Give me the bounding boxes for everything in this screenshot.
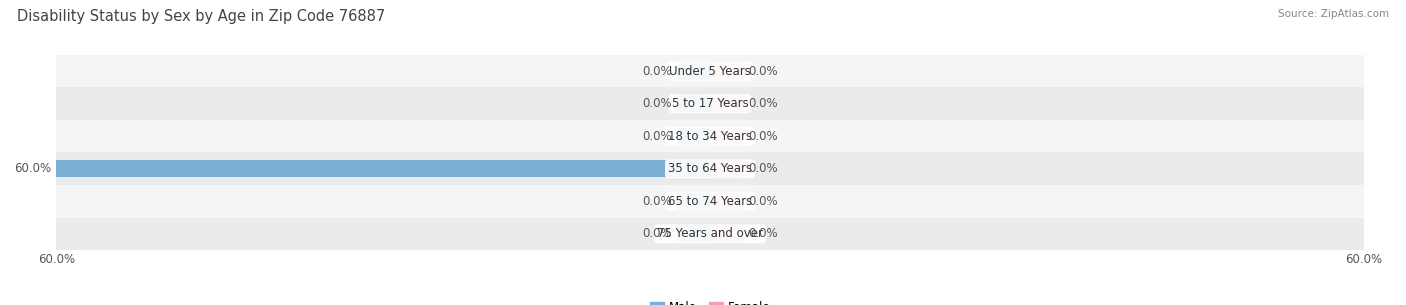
Text: 5 to 17 Years: 5 to 17 Years [672, 97, 748, 110]
Bar [56, 185, 1364, 217]
Bar [56, 152, 1364, 185]
Text: 75 Years and over: 75 Years and over [657, 227, 763, 240]
Text: 35 to 64 Years: 35 to 64 Years [668, 162, 752, 175]
Text: 0.0%: 0.0% [643, 227, 672, 240]
Bar [678, 63, 710, 80]
Bar [710, 63, 742, 80]
Bar [678, 193, 710, 210]
Text: Under 5 Years: Under 5 Years [669, 65, 751, 78]
Text: 0.0%: 0.0% [643, 65, 672, 78]
Bar [56, 55, 1364, 88]
Bar [678, 95, 710, 112]
Text: 0.0%: 0.0% [748, 130, 778, 143]
Text: Disability Status by Sex by Age in Zip Code 76887: Disability Status by Sex by Age in Zip C… [17, 9, 385, 24]
Text: 0.0%: 0.0% [643, 130, 672, 143]
Bar [678, 128, 710, 145]
Text: 0.0%: 0.0% [748, 162, 778, 175]
Text: 60.0%: 60.0% [14, 162, 51, 175]
Bar [56, 160, 710, 177]
Text: 0.0%: 0.0% [748, 65, 778, 78]
Legend: Male, Female: Male, Female [645, 296, 775, 305]
Bar [56, 120, 1364, 152]
Bar [710, 160, 742, 177]
Text: 18 to 34 Years: 18 to 34 Years [668, 130, 752, 143]
Text: 0.0%: 0.0% [643, 97, 672, 110]
Bar [710, 128, 742, 145]
Bar [56, 217, 1364, 250]
Bar [710, 193, 742, 210]
Bar [710, 225, 742, 242]
Text: 65 to 74 Years: 65 to 74 Years [668, 195, 752, 208]
Bar [56, 88, 1364, 120]
Bar [710, 95, 742, 112]
Text: 0.0%: 0.0% [748, 97, 778, 110]
Text: 0.0%: 0.0% [748, 227, 778, 240]
Text: Source: ZipAtlas.com: Source: ZipAtlas.com [1278, 9, 1389, 19]
Text: 0.0%: 0.0% [643, 195, 672, 208]
Bar [678, 225, 710, 242]
Text: 0.0%: 0.0% [748, 195, 778, 208]
